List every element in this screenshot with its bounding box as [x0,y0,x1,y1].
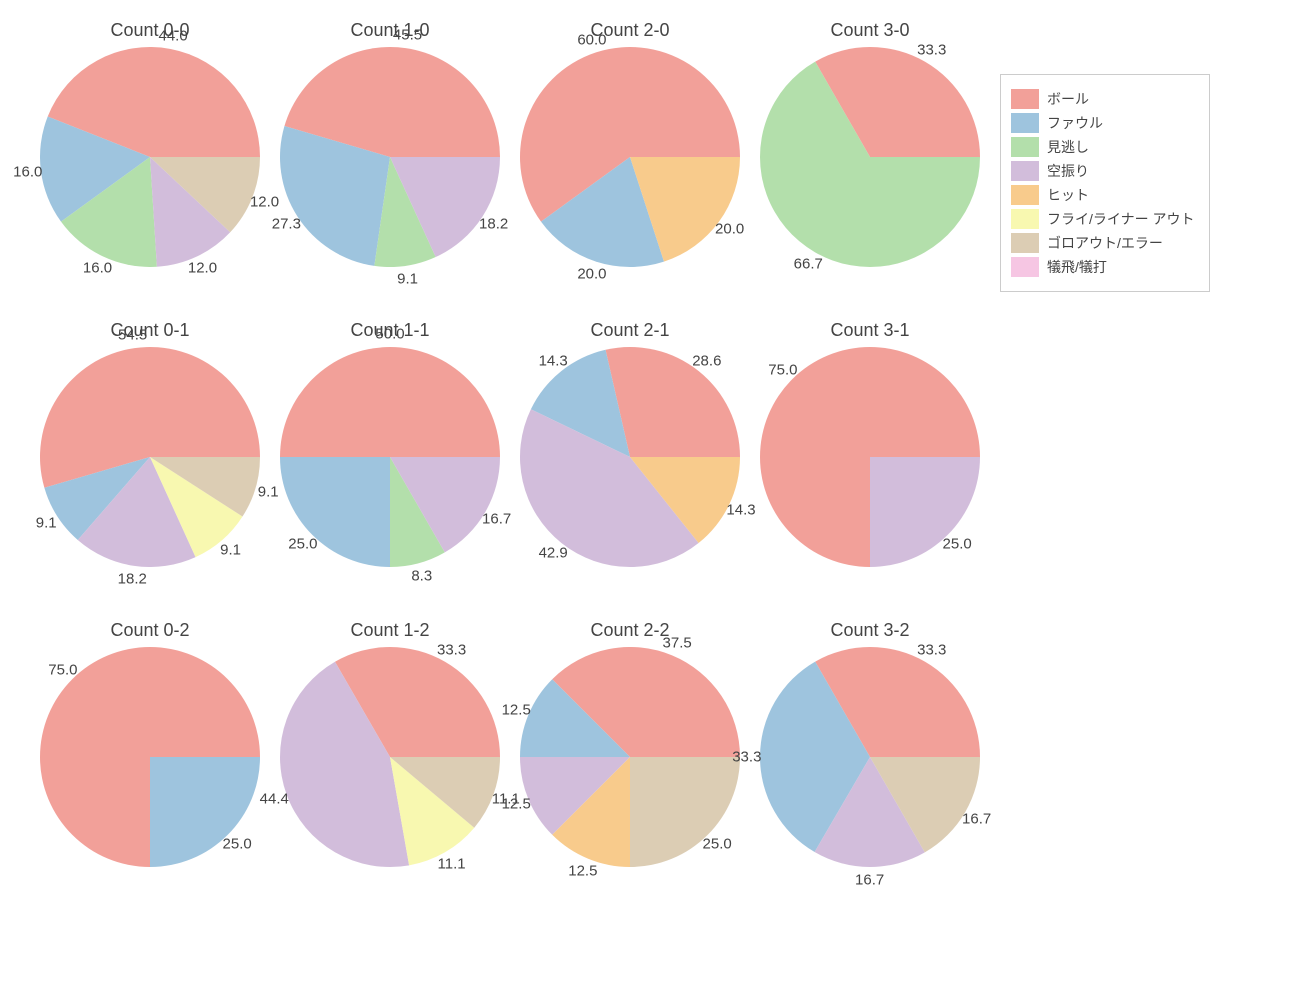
pie-slice-label: 20.0 [577,266,606,283]
pie-svg [40,347,260,567]
pie-chart: Count 1-1 50.025.08.316.7 [270,320,510,567]
pie-slice-label: 8.3 [411,568,432,585]
pie-wrap: 54.59.118.29.19.1 [40,347,260,567]
pie-chart: Count 3-1 75.025.0 [750,320,990,567]
pie-svg [760,347,980,567]
chart-title: Count 0-1 [30,320,270,341]
pie-wrap: 28.614.342.914.3 [520,347,740,567]
pie-svg [40,647,260,867]
chart-title: Count 3-0 [750,20,990,41]
pie-slice [630,757,740,867]
pie-svg [280,47,500,267]
pie-svg [280,347,500,567]
pie-slice [870,457,980,567]
pie-chart: Count 2-1 28.614.342.914.3 [510,320,750,567]
pie-svg [40,47,260,267]
pie-svg [280,647,500,867]
pie-slice-label: 18.2 [118,570,147,587]
pie-wrap: 44.016.016.012.012.0 [40,47,260,267]
chart-title: Count 2-1 [510,320,750,341]
legend-swatch [1011,137,1039,157]
chart-title: Count 2-2 [510,620,750,641]
legend-swatch [1011,161,1039,181]
pie-chart: Count 0-1 54.59.118.29.19.1 [30,320,270,567]
legend-swatch [1011,113,1039,133]
pie-slice-label: 9.1 [397,270,418,287]
pie-svg [520,47,740,267]
pie-slice [280,457,390,567]
legend-item: ゴロアウト/エラー [1011,233,1195,253]
legend-item: ファウル [1011,113,1195,133]
pie-chart: Count 3-0 33.366.7 [750,20,990,267]
legend-item: 犠飛/犠打 [1011,257,1195,277]
legend-item: 見逃し [1011,137,1195,157]
pie-svg [520,347,740,567]
chart-title: Count 1-1 [270,320,510,341]
pie-chart: Count 2-0 60.020.020.0 [510,20,750,267]
chart-title: Count 1-0 [270,20,510,41]
legend-item: ボール [1011,89,1195,109]
pie-wrap: 45.527.39.118.2 [280,47,500,267]
pie-chart: Count 1-2 33.344.411.111.1 [270,620,510,867]
pie-wrap: 33.344.411.111.1 [280,647,500,867]
pie-wrap: 33.333.316.716.7 [760,647,980,867]
chart-title: Count 1-2 [270,620,510,641]
legend-swatch [1011,89,1039,109]
pie-chart: Count 1-0 45.527.39.118.2 [270,20,510,267]
legend: ボールファウル見逃し空振りヒットフライ/ライナー アウトゴロアウト/エラー犠飛/… [1000,74,1210,292]
pie-slice-label: 16.0 [13,164,42,181]
pie-svg [760,47,980,267]
legend-label: 見逃し [1047,137,1089,157]
pie-wrap: 75.025.0 [40,647,260,867]
chart-title: Count 0-2 [30,620,270,641]
legend-label: ファウル [1047,113,1103,133]
pie-chart: Count 3-2 33.333.316.716.7 [750,620,990,867]
pie-svg [760,647,980,867]
pie-chart: Count 0-0 44.016.016.012.012.0 [30,20,270,267]
pie-slice [150,757,260,867]
legend-label: 犠飛/犠打 [1047,257,1107,277]
pie-wrap: 50.025.08.316.7 [280,347,500,567]
pie-wrap: 37.512.512.512.525.0 [520,647,740,867]
legend-swatch [1011,257,1039,277]
pie-slice [280,347,500,457]
legend-item: フライ/ライナー アウト [1011,209,1195,229]
pie-wrap: 75.025.0 [760,347,980,567]
legend-swatch [1011,185,1039,205]
legend-swatch [1011,233,1039,253]
legend-item: ヒット [1011,185,1195,205]
legend-swatch [1011,209,1039,229]
pie-wrap: 60.020.020.0 [520,47,740,267]
legend-label: 空振り [1047,161,1089,181]
chart-title: Count 0-0 [30,20,270,41]
pie-slice-label: 16.7 [855,872,884,889]
chart-title: Count 3-1 [750,320,990,341]
chart-title: Count 3-2 [750,620,990,641]
pie-chart: Count 2-2 37.512.512.512.525.0 [510,620,750,867]
legend-label: ボール [1047,89,1089,109]
chart-title: Count 2-0 [510,20,750,41]
pie-wrap: 33.366.7 [760,47,980,267]
pie-chart: Count 0-2 75.025.0 [30,620,270,867]
legend-label: フライ/ライナー アウト [1047,209,1195,229]
legend-label: ヒット [1047,185,1089,205]
legend-label: ゴロアウト/エラー [1047,233,1163,253]
chart-canvas: ボールファウル見逃し空振りヒットフライ/ライナー アウトゴロアウト/エラー犠飛/… [0,0,1300,1000]
pie-svg [520,647,740,867]
legend-item: 空振り [1011,161,1195,181]
